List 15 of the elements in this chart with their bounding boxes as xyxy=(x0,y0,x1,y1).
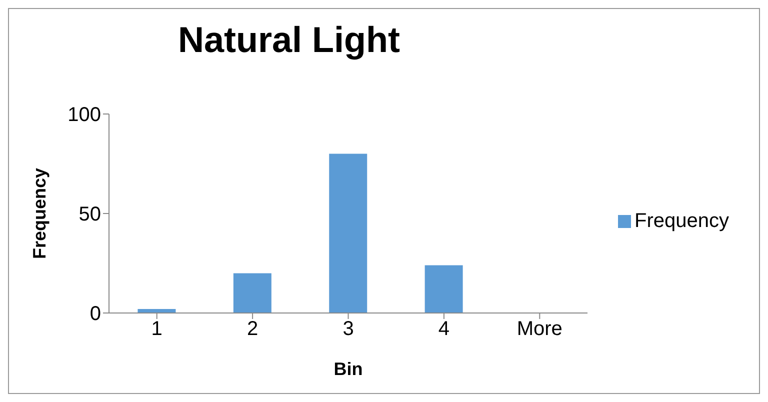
x-tick-label: 4 xyxy=(438,318,450,340)
y-tick-label: 0 xyxy=(90,303,101,326)
x-tick-label: 3 xyxy=(342,318,354,340)
x-axis-title: Bin xyxy=(334,359,363,379)
y-axis-title: Frequency xyxy=(29,168,50,260)
bar xyxy=(329,154,368,313)
bar xyxy=(424,265,463,313)
x-tick-label: 2 xyxy=(246,318,258,340)
x-tick-label: 1 xyxy=(151,318,162,340)
legend-label: Frequency xyxy=(634,210,729,232)
bar xyxy=(233,273,272,313)
chart-title: Natural Light xyxy=(177,19,401,61)
y-tick-label: 100 xyxy=(68,104,101,126)
y-tick-label: 50 xyxy=(78,204,101,226)
x-tick-label: More xyxy=(516,318,562,340)
